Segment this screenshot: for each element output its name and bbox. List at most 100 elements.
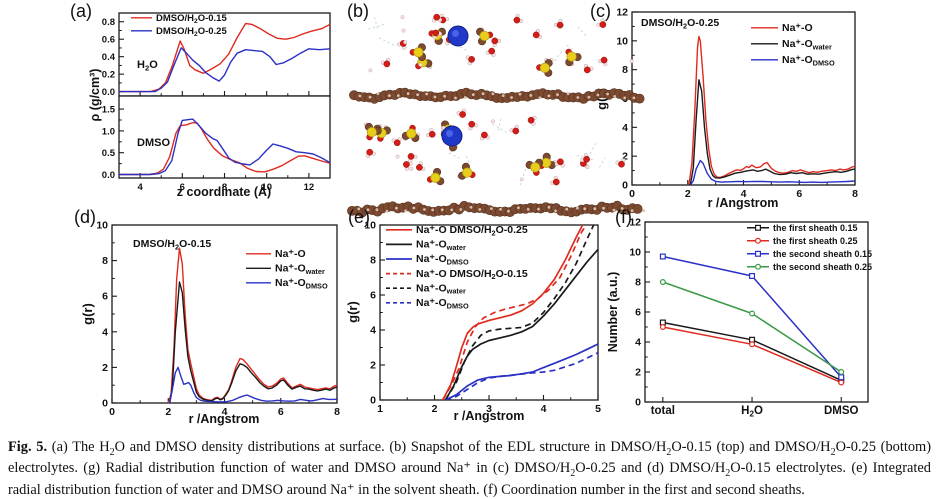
svg-text:8: 8 bbox=[222, 182, 227, 193]
panel-c-chart: 02468024681012r /Angstromg(r)DMSO/H2O-0.… bbox=[594, 7, 858, 211]
svg-text:5: 5 bbox=[595, 403, 601, 415]
svg-text:DMSO: DMSO bbox=[137, 137, 170, 149]
svg-text:DMSO/H2O-0.15: DMSO/H2O-0.15 bbox=[156, 13, 227, 25]
svg-text:0: 0 bbox=[629, 188, 635, 200]
series-line bbox=[167, 247, 337, 403]
svg-text:r /Angstrom: r /Angstrom bbox=[454, 409, 525, 423]
series-line bbox=[119, 118, 330, 176]
svg-text:10: 10 bbox=[616, 35, 628, 47]
panel-e-label: (e) bbox=[348, 207, 370, 227]
caption-prefix: Fig. 5. bbox=[8, 439, 48, 455]
series-line bbox=[445, 352, 598, 400]
svg-text:12: 12 bbox=[616, 7, 628, 19]
svg-text:Na⁺-Owater: Na⁺-Owater bbox=[416, 239, 466, 252]
panel-e-series bbox=[441, 225, 598, 400]
panel-f-series bbox=[659, 253, 845, 386]
svg-text:0.0: 0.0 bbox=[102, 87, 115, 98]
svg-text:4: 4 bbox=[102, 326, 108, 338]
svg-text:10: 10 bbox=[96, 220, 108, 232]
panel-a2-series bbox=[119, 118, 330, 176]
svg-text:the first sheath 0.15: the first sheath 0.15 bbox=[773, 223, 858, 233]
svg-text:2: 2 bbox=[685, 188, 691, 200]
svg-text:z coordinate (Å): z coordinate (Å) bbox=[177, 184, 271, 199]
svg-text:the second sheath 0.15: the second sheath 0.15 bbox=[773, 249, 872, 259]
svg-text:10: 10 bbox=[364, 220, 376, 232]
svg-text:6: 6 bbox=[102, 291, 108, 303]
svg-text:Na⁺-Owater: Na⁺-Owater bbox=[275, 263, 325, 276]
svg-text:2: 2 bbox=[370, 360, 376, 372]
svg-text:Na⁺-Owater: Na⁺-Owater bbox=[416, 282, 466, 295]
panel-a1-chart: 0.0 0.2 0.4 0.6 0.8 H2O DMSO/H2O-0.15DMSO/H2O-… bbox=[102, 12, 331, 98]
svg-text:2: 2 bbox=[622, 151, 628, 163]
svg-text:Na⁺-O DMSO/H2O-0.15: Na⁺-O DMSO/H2O-0.15 bbox=[416, 268, 528, 281]
svg-text:DMSO/H2O-0.25: DMSO/H2O-0.25 bbox=[641, 17, 719, 30]
svg-text:1.0: 1.0 bbox=[102, 126, 115, 137]
series-line bbox=[687, 35, 855, 185]
panel-d-series bbox=[167, 247, 337, 403]
svg-text:the first sheath 0.25: the first sheath 0.25 bbox=[773, 236, 858, 246]
svg-text:0: 0 bbox=[102, 398, 108, 410]
edl-snapshot bbox=[347, 13, 646, 218]
series-line bbox=[441, 225, 584, 400]
svg-text:H2O: H2O bbox=[741, 405, 763, 419]
svg-text:3: 3 bbox=[486, 403, 492, 415]
svg-text:4: 4 bbox=[541, 403, 547, 415]
svg-text:6: 6 bbox=[180, 182, 185, 193]
svg-text:0.8: 0.8 bbox=[102, 17, 115, 28]
svg-text:0.5: 0.5 bbox=[102, 148, 116, 159]
svg-text:1: 1 bbox=[377, 403, 383, 415]
panel-a1-series bbox=[119, 22, 330, 93]
svg-text:DMSO/H2O-0.15: DMSO/H2O-0.15 bbox=[133, 238, 211, 251]
svg-text:1.5: 1.5 bbox=[102, 105, 116, 116]
svg-text:H2O: H2O bbox=[137, 59, 158, 72]
svg-text:2: 2 bbox=[432, 403, 438, 415]
svg-text:0.6: 0.6 bbox=[102, 35, 115, 46]
svg-text:Na⁺-O DMSO/H2O-0.25: Na⁺-O DMSO/H2O-0.25 bbox=[416, 224, 528, 237]
svg-text:0.4: 0.4 bbox=[102, 52, 116, 63]
series-line bbox=[441, 225, 588, 400]
figure-caption: Fig. 5. (a) The H2O and DMSO density dis… bbox=[8, 438, 931, 499]
svg-text:Na⁺-O: Na⁺-O bbox=[782, 22, 813, 34]
panel-a2-chart: 4 6 8 10 12 0.0 0.5 1.0 1.5 z coordinate (Å) ρ (g/… bbox=[88, 69, 331, 199]
svg-text:Na⁺-ODMSO: Na⁺-ODMSO bbox=[416, 297, 469, 310]
series-line bbox=[119, 22, 330, 93]
svg-text:10: 10 bbox=[261, 182, 272, 193]
svg-text:4: 4 bbox=[370, 325, 376, 337]
svg-text:4: 4 bbox=[222, 406, 228, 418]
svg-text:g(r): g(r) bbox=[345, 301, 360, 323]
svg-text:6: 6 bbox=[278, 406, 284, 418]
svg-text:2: 2 bbox=[102, 362, 108, 374]
series-line bbox=[119, 47, 330, 93]
svg-text:g(r): g(r) bbox=[80, 303, 95, 325]
panel-a-label: (a) bbox=[70, 1, 92, 21]
svg-text:0: 0 bbox=[635, 397, 641, 409]
svg-text:4: 4 bbox=[137, 182, 143, 193]
series-line bbox=[444, 225, 595, 400]
panel-d-label: (d) bbox=[74, 207, 96, 227]
svg-text:6: 6 bbox=[370, 290, 376, 302]
svg-text:10: 10 bbox=[629, 247, 641, 259]
svg-text:0: 0 bbox=[109, 406, 115, 418]
svg-text:2: 2 bbox=[165, 406, 171, 418]
svg-text:0.2: 0.2 bbox=[102, 70, 115, 81]
series-line bbox=[169, 366, 337, 403]
svg-text:0: 0 bbox=[622, 180, 628, 192]
svg-text:ρ (g/cm³): ρ (g/cm³) bbox=[88, 69, 102, 122]
svg-text:the second sheath 0.25: the second sheath 0.25 bbox=[773, 262, 872, 272]
svg-text:2: 2 bbox=[635, 367, 641, 379]
svg-text:DMSO/H2O-0.25: DMSO/H2O-0.25 bbox=[156, 26, 227, 38]
svg-text:Na⁺-Owater: Na⁺-Owater bbox=[782, 38, 832, 51]
svg-text:8: 8 bbox=[852, 188, 858, 200]
panel-c-series bbox=[687, 35, 855, 185]
svg-text:8: 8 bbox=[635, 277, 641, 289]
svg-text:Na⁺-ODMSO: Na⁺-ODMSO bbox=[416, 253, 469, 266]
svg-text:0.0: 0.0 bbox=[102, 170, 115, 181]
svg-text:6: 6 bbox=[796, 188, 802, 200]
panel-b-label: (b) bbox=[347, 1, 369, 21]
svg-text:12: 12 bbox=[304, 182, 315, 193]
svg-text:total: total bbox=[651, 405, 675, 417]
panel-c-label: (c) bbox=[590, 1, 611, 21]
svg-text:8: 8 bbox=[334, 406, 340, 418]
svg-text:8: 8 bbox=[370, 255, 376, 267]
